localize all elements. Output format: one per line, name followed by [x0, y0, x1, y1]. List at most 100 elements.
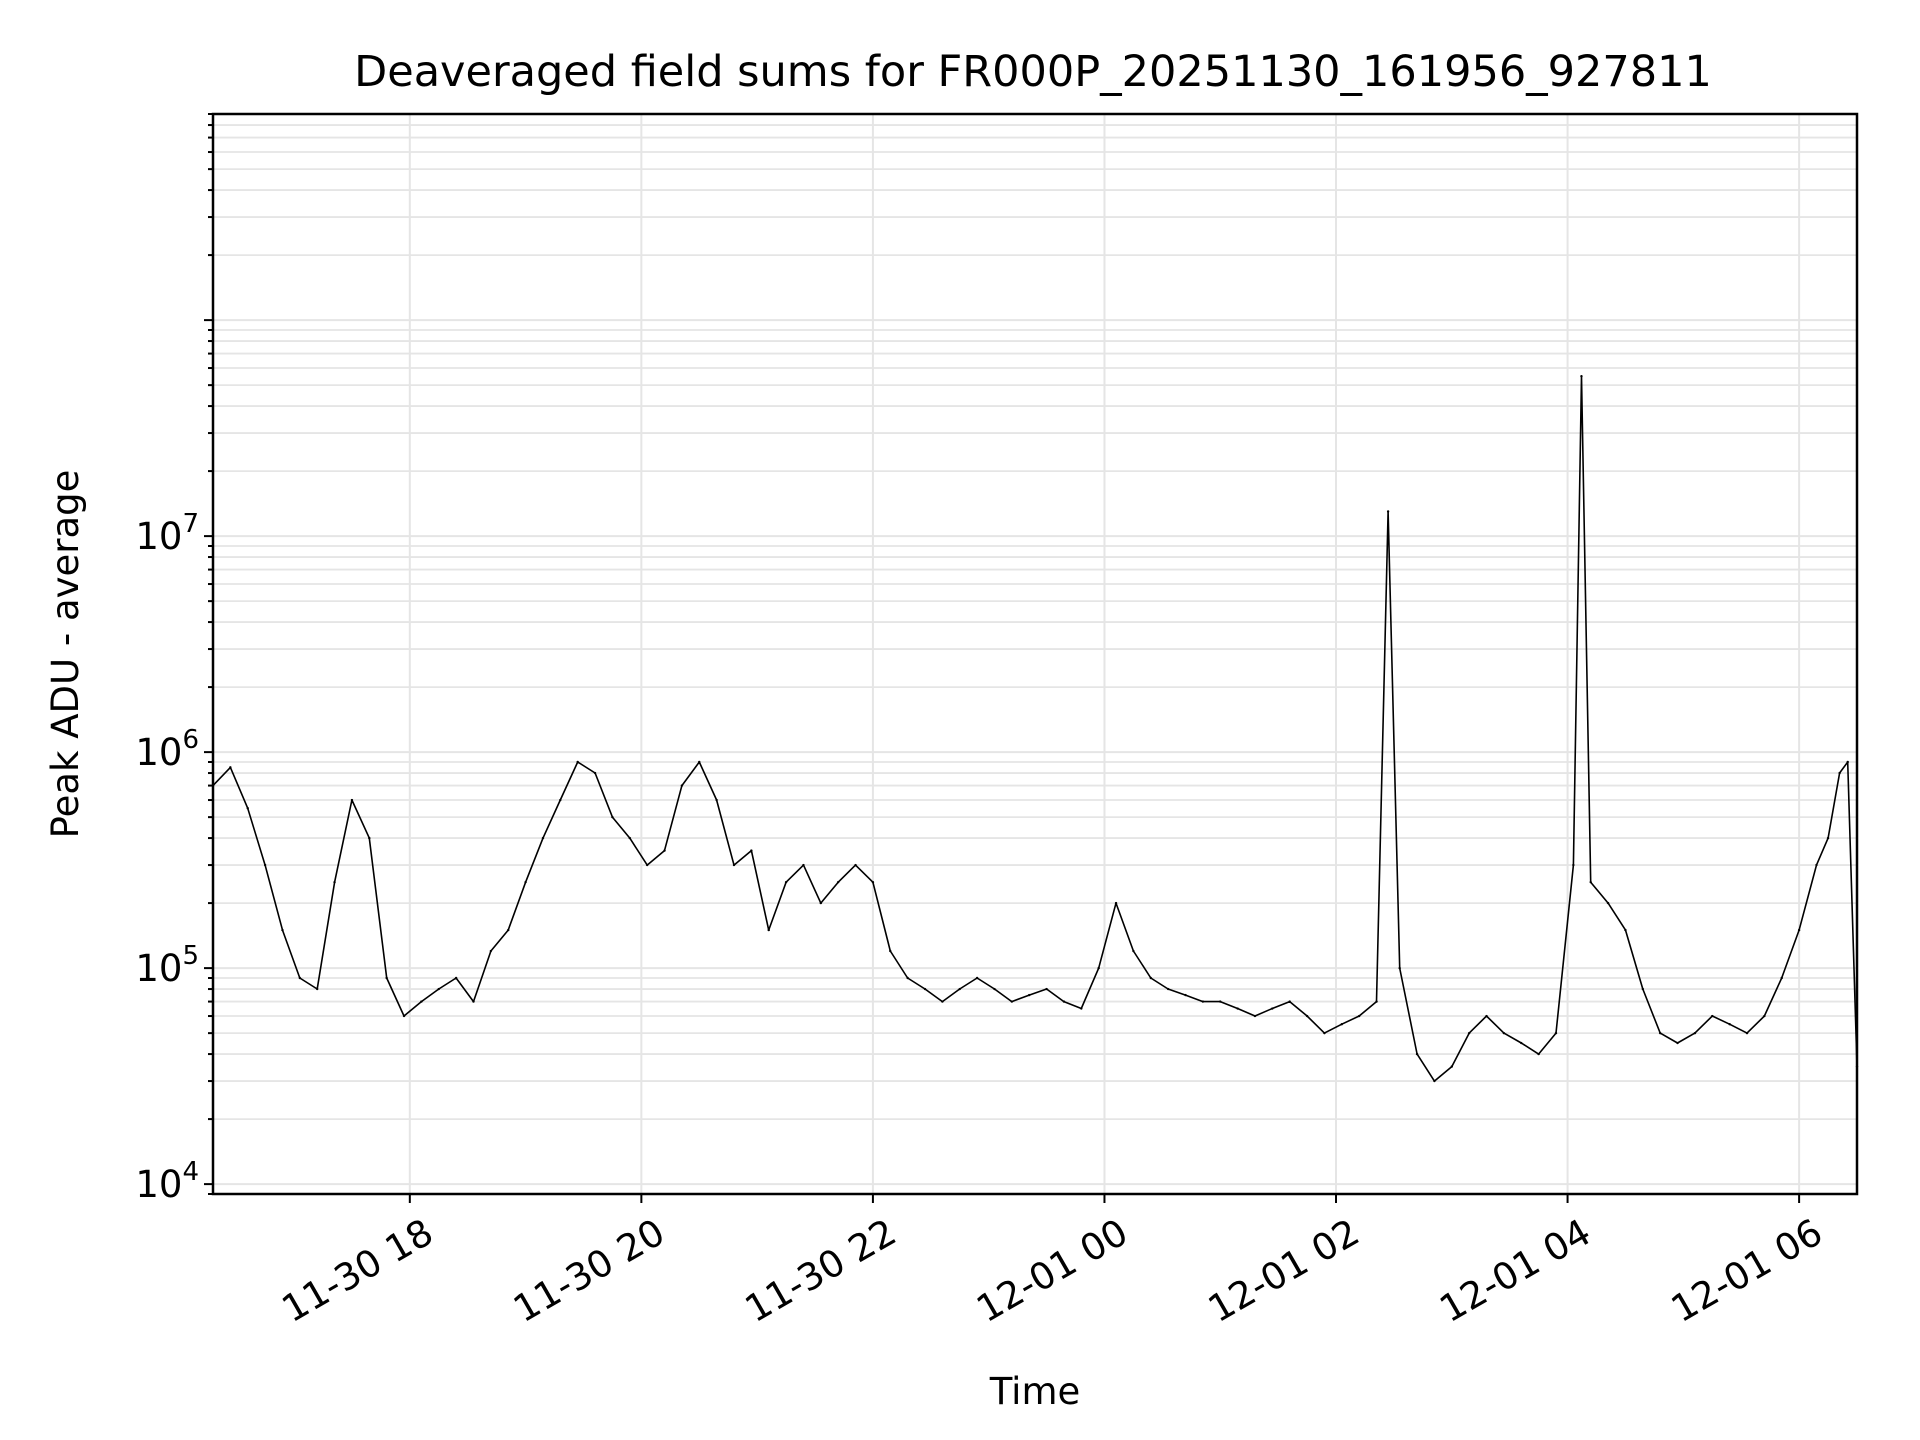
data-point — [385, 976, 388, 980]
plot-frame — [211, 112, 1859, 1196]
data-point — [1010, 1000, 1014, 1003]
data-point — [593, 771, 597, 775]
y-tick-label: 107 — [135, 509, 199, 558]
data-point — [1693, 1031, 1697, 1035]
data-point — [246, 806, 249, 810]
data-point — [802, 863, 805, 867]
data-point — [1467, 1031, 1471, 1035]
data-point — [507, 928, 510, 932]
data-point — [1763, 1014, 1766, 1018]
y-tick-label-exponent: 4 — [182, 1157, 199, 1187]
data-point — [402, 1014, 406, 1018]
data-point — [750, 849, 753, 852]
data-point — [1415, 1052, 1419, 1056]
data-point — [437, 987, 440, 991]
data-point — [263, 863, 267, 867]
data-point — [645, 863, 649, 867]
data-point — [333, 880, 336, 884]
data-point — [1711, 1014, 1714, 1018]
data-point — [454, 976, 458, 980]
data-point — [784, 880, 788, 884]
data-point — [1797, 928, 1801, 932]
y-tick-label: 106 — [135, 725, 199, 774]
data-point — [1305, 1014, 1309, 1018]
data-point — [1641, 987, 1645, 991]
data-point — [923, 987, 927, 991]
data-point — [1219, 1000, 1222, 1003]
data-point — [1149, 976, 1152, 980]
data-point — [350, 798, 354, 802]
data-point — [315, 987, 319, 991]
data-point — [1097, 966, 1100, 970]
data-point — [1589, 880, 1592, 884]
data-point — [975, 976, 979, 980]
data-point — [368, 836, 371, 840]
data-point — [1485, 1014, 1488, 1018]
data-point — [1166, 987, 1170, 991]
data-point — [1323, 1031, 1326, 1035]
data-point — [1288, 1000, 1291, 1003]
data-point — [472, 1000, 475, 1003]
data-point — [1357, 1014, 1361, 1018]
y-tick-label-base: 10 — [135, 947, 182, 990]
data-point — [1271, 1007, 1274, 1010]
y-axis-label: Peak ADU - average — [44, 470, 87, 839]
data-point — [1398, 966, 1401, 970]
data-point — [1846, 760, 1849, 764]
data-point — [1375, 1000, 1378, 1003]
data-point — [1340, 1022, 1344, 1026]
data-point — [524, 880, 527, 884]
data-point — [1572, 863, 1575, 867]
data-point — [680, 784, 684, 787]
data-point — [1554, 1031, 1558, 1035]
data-point — [663, 849, 666, 852]
y-tick-label-base: 10 — [135, 515, 182, 558]
data-point — [1386, 510, 1390, 513]
y-tick-label: 104 — [135, 1157, 199, 1206]
data-point — [1580, 374, 1583, 378]
data-point — [941, 1000, 944, 1003]
data-point — [1450, 1065, 1453, 1068]
data-point — [281, 928, 284, 932]
data-point — [1537, 1052, 1540, 1056]
data-point — [715, 798, 718, 802]
data-point — [889, 949, 892, 953]
data-point — [489, 949, 493, 953]
y-tick-label-exponent: 6 — [182, 725, 199, 755]
data-point — [1502, 1031, 1506, 1035]
y-tick-label-exponent: 7 — [182, 509, 199, 539]
data-point — [420, 1000, 423, 1003]
data-point — [732, 863, 736, 867]
data-point — [854, 863, 857, 867]
data-point — [958, 987, 961, 991]
data-point — [1236, 1007, 1239, 1010]
data-point — [819, 901, 823, 905]
data-point — [1676, 1041, 1679, 1045]
data-point — [1826, 836, 1830, 840]
y-tick-label-base: 10 — [135, 1163, 182, 1206]
x-axis-label: Time — [989, 1370, 1081, 1413]
data-point — [1815, 863, 1818, 867]
data-point — [698, 760, 701, 764]
data-point — [906, 976, 909, 980]
data-point — [298, 976, 302, 980]
data-point — [993, 987, 996, 991]
y-tick-label-exponent: 5 — [182, 941, 199, 971]
data-point — [628, 836, 631, 840]
data-point — [1028, 993, 1031, 997]
data-point — [871, 880, 875, 884]
data-point — [1838, 771, 1841, 775]
data-point — [1132, 949, 1135, 953]
data-point — [1201, 1000, 1205, 1003]
chart-title: Deaveraged field sums for FR000P_2025113… — [354, 47, 1712, 97]
y-tick-label: 105 — [135, 941, 199, 990]
data-point — [1080, 1007, 1083, 1010]
data-point — [1728, 1022, 1731, 1026]
data-point — [541, 836, 545, 840]
data-point — [1658, 1031, 1662, 1035]
data-point — [1045, 987, 1048, 991]
data-point — [1062, 1000, 1066, 1003]
